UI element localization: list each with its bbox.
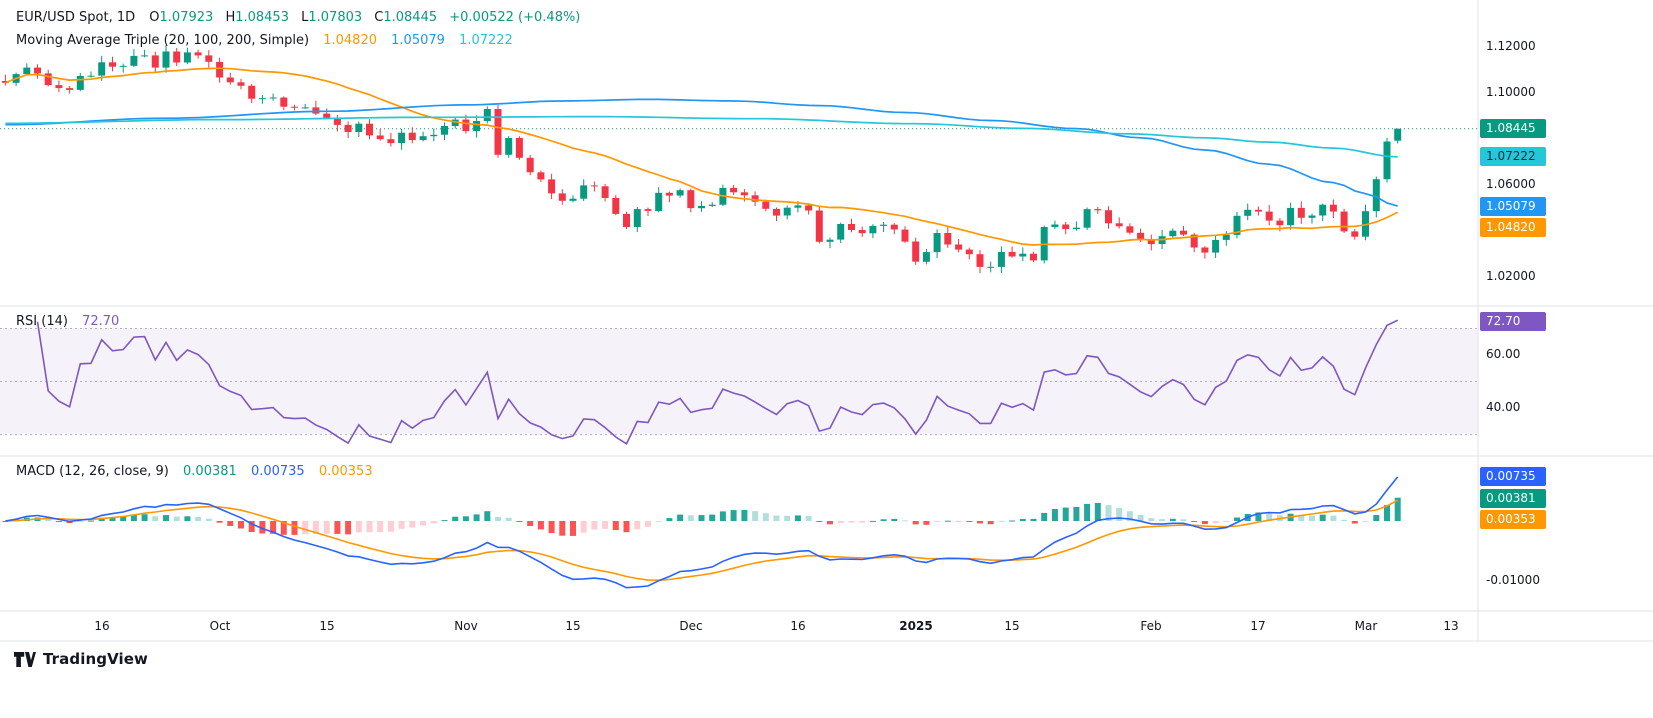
- ma200-price-badge: 1.07222: [1480, 147, 1546, 167]
- axis-tick-label: 1.02000: [1486, 268, 1536, 283]
- ohlc-low: L1.07803: [301, 10, 363, 25]
- time-axis-label: 16: [790, 619, 806, 633]
- macd-hist-value: 0.00381: [183, 464, 237, 479]
- axis-tick-label: 40.00: [1486, 400, 1521, 415]
- ma-legend[interactable]: Moving Average Triple (20, 100, 200, Sim…: [16, 32, 523, 50]
- time-axis-label: 15: [319, 619, 335, 633]
- panel-separators: [0, 0, 1653, 642]
- time-axis-label: 15: [1004, 619, 1020, 633]
- ma20-value: 1.04820: [323, 33, 377, 48]
- chart-plot-area[interactable]: [0, 0, 1653, 643]
- ohlc-high: H1.08453: [225, 10, 289, 25]
- ma200-value: 1.07222: [459, 33, 513, 48]
- price-change: +0.00522 (+0.48%): [449, 10, 581, 25]
- macd-hist-badge: 0.00381: [1480, 488, 1546, 508]
- time-axis-label: 13: [1443, 619, 1459, 633]
- time-axis-label: 15: [565, 619, 581, 633]
- ma100-line: [5, 98, 1398, 207]
- axis-tick-label: 1.06000: [1486, 176, 1536, 191]
- tradingview-brand-text: TradingView: [43, 650, 149, 668]
- ma20-line: [5, 67, 1399, 246]
- symbol-title: EUR/USD Spot, 1D: [16, 10, 136, 25]
- ma100-value: 1.05079: [391, 33, 445, 48]
- tradingview-logo-icon: [14, 651, 36, 667]
- ma20-price-badge: 1.04820: [1480, 217, 1546, 237]
- macd-signal-value: 0.00353: [318, 464, 373, 479]
- macd-line: [5, 476, 1399, 589]
- time-axis-label: Nov: [454, 619, 478, 633]
- ma100-price-badge: 1.05079: [1480, 196, 1546, 216]
- rsi-band: [0, 328, 1478, 436]
- time-axis-label: 16: [94, 619, 110, 633]
- time-axis-label: 17: [1250, 619, 1266, 633]
- symbol-legend[interactable]: EUR/USD Spot, 1D O1.07923 H1.08453 L1.07…: [16, 9, 580, 27]
- axis-tick-label: -0.01000: [1486, 573, 1540, 587]
- tradingview-logo-link[interactable]: TradingView: [14, 650, 148, 668]
- ohlc-close: C1.08445: [374, 10, 438, 25]
- time-axis-label: 2025: [899, 619, 933, 633]
- axis-tick-label: 60.00: [1486, 347, 1521, 361]
- macd-line-badge: 0.00735: [1480, 467, 1546, 487]
- axis-tick-label: 1.12000: [1486, 38, 1536, 53]
- time-axis-label: Oct: [209, 619, 231, 633]
- price-scale[interactable]: 1.08445 1.07222 1.05079 1.04820 72.70 0.…: [1478, 0, 1653, 641]
- rsi-value: 72.70: [82, 314, 120, 329]
- macd-signal-line: [5, 499, 1399, 582]
- ma-title: Moving Average Triple (20, 100, 200, Sim…: [16, 33, 310, 48]
- time-axis-label: Dec: [679, 619, 703, 633]
- axis-tick-label: 1.10000: [1486, 84, 1536, 99]
- rsi-title: RSI (14): [16, 314, 68, 329]
- macd-line-value: 0.00735: [250, 464, 305, 479]
- rsi-line: [36, 319, 1399, 445]
- macd-signal-badge: 0.00353: [1480, 509, 1546, 529]
- macd-legend[interactable]: MACD (12, 26, close, 9) 0.00381 0.00735 …: [16, 463, 383, 481]
- time-axis-label: Mar: [1354, 619, 1378, 633]
- ma200-line: [5, 115, 1398, 158]
- macd-histogram: [2, 497, 1401, 536]
- ohlc-open: O1.07923: [149, 10, 214, 25]
- macd-title: MACD (12, 26, close, 9): [16, 464, 169, 479]
- rsi-legend[interactable]: RSI (14) 72.70: [16, 313, 119, 331]
- candlestick-series: [1, 45, 1402, 274]
- rsi-value-badge: 72.70: [1480, 311, 1546, 331]
- last-price-badge: 1.08445: [1480, 119, 1546, 139]
- time-scale[interactable]: 16 Oct 15 Nov 15 Dec 16 2025 15 Feb 17 Mar 13: [0, 612, 1478, 641]
- time-axis-label: Feb: [1140, 619, 1162, 633]
